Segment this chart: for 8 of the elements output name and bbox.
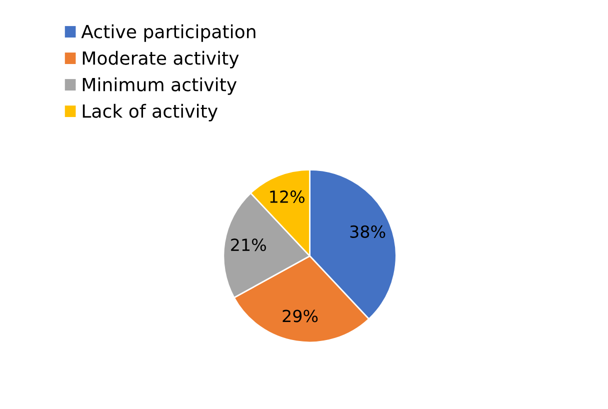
- legend-label: Active participation: [81, 24, 256, 42]
- legend-label: Minimum activity: [82, 77, 237, 95]
- legend-label: Lack of activity: [82, 104, 218, 122]
- data-label: 38%: [350, 225, 386, 238]
- legend-label: Moderate activity: [82, 50, 239, 68]
- data-label: 29%: [282, 310, 318, 322]
- data-label: 12%: [270, 190, 304, 204]
- data-label: 21%: [231, 238, 266, 252]
